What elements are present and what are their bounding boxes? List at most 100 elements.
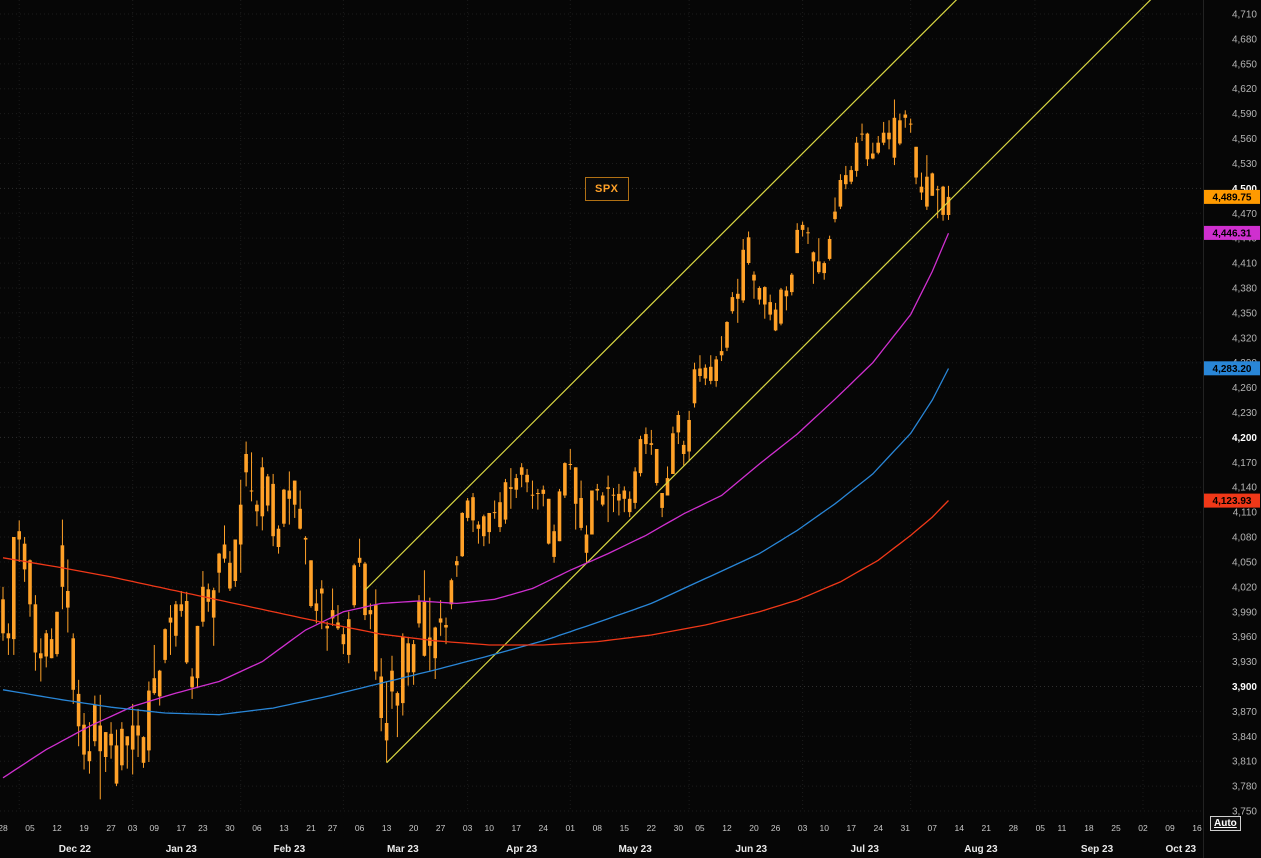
price-tick-label: 3,990 <box>1232 607 1257 618</box>
price-tick-label: 4,500 <box>1232 184 1257 195</box>
candle-body <box>303 537 308 540</box>
candle-body <box>271 483 275 537</box>
candle-body <box>557 491 562 542</box>
candle-body <box>881 132 886 143</box>
date-tick-label: 27 <box>328 823 338 833</box>
candle-body <box>725 322 729 348</box>
price-tick-label: 3,750 <box>1232 807 1257 818</box>
candle-body <box>12 537 16 640</box>
smavg-200-badge-label: 4,123.93 <box>1213 496 1252 507</box>
channel-lower-trendline[interactable] <box>386 0 1154 764</box>
candle-body <box>649 443 654 445</box>
candle-body <box>60 545 65 587</box>
candle-body <box>120 728 124 766</box>
candle-body <box>806 232 810 234</box>
candle-body <box>930 173 935 196</box>
channel-upper-trendline[interactable] <box>364 0 965 591</box>
candle-body <box>681 444 686 454</box>
candle-body <box>238 504 243 545</box>
price-tick-label: 4,170 <box>1232 458 1257 469</box>
date-tick-label: 13 <box>382 823 392 833</box>
candle-body <box>498 502 502 528</box>
candle-body <box>444 625 448 628</box>
smavg-100-badge-label: 4,283.20 <box>1213 364 1252 375</box>
candle-body <box>800 224 805 230</box>
date-tick-label: 19 <box>79 823 89 833</box>
candle-body <box>109 733 113 746</box>
smavg-100-line[interactable] <box>2 368 950 716</box>
candle-body <box>935 189 940 191</box>
candle-body <box>822 263 826 274</box>
candle-body <box>876 142 880 153</box>
candle-body <box>341 634 346 645</box>
candle-body <box>844 175 848 185</box>
candle-body <box>919 186 924 193</box>
auto-scale-button[interactable]: Auto <box>1210 816 1241 831</box>
candle-body <box>860 133 864 135</box>
date-tick-label: 13 <box>279 823 289 833</box>
candle-body <box>519 467 524 475</box>
candle-body <box>908 123 913 125</box>
smavg-50-line[interactable] <box>2 232 950 779</box>
candle-body <box>714 359 718 381</box>
candle-body <box>871 153 875 159</box>
candle-body <box>206 589 211 602</box>
candle-body <box>406 643 410 673</box>
smavg-50-badge <box>1204 225 1260 240</box>
date-tick-label: 15 <box>620 823 630 833</box>
candle-body <box>573 467 578 504</box>
candle-body <box>622 490 627 499</box>
date-tick-label: 07 <box>928 823 938 833</box>
candle-body <box>433 627 437 659</box>
candle-body <box>114 745 119 784</box>
date-tick-label: 06 <box>355 823 365 833</box>
candle-body <box>93 704 97 742</box>
month-label: Mar 23 <box>387 844 419 855</box>
candle-body <box>568 464 573 465</box>
candle-body <box>595 488 600 491</box>
candle-body <box>633 471 637 503</box>
price-tick-label: 4,320 <box>1232 333 1257 344</box>
price-tick-label: 4,530 <box>1232 159 1257 170</box>
price-tick-label: 3,780 <box>1232 782 1257 793</box>
candle-body <box>233 539 238 581</box>
price-tick-label: 4,620 <box>1232 84 1257 95</box>
candle-body <box>552 531 556 557</box>
last-price-badge <box>1204 189 1260 204</box>
smavg-200-line[interactable] <box>2 500 949 646</box>
candle-body <box>465 500 470 518</box>
price-tick-label: 3,930 <box>1232 657 1257 668</box>
candle-body <box>509 487 513 489</box>
candle-body <box>163 629 167 660</box>
candle-body <box>71 638 75 690</box>
candle-body <box>82 724 86 755</box>
smavg-50-badge-label: 4,446.31 <box>1213 228 1252 239</box>
month-label: Dec 22 <box>59 844 92 855</box>
candle-body <box>309 560 313 606</box>
month-label: Sep 23 <box>1081 844 1114 855</box>
price-tick-label: 4,230 <box>1232 408 1257 419</box>
candle-body <box>827 239 832 259</box>
price-tick-label: 4,560 <box>1232 134 1257 145</box>
month-label: Jun 23 <box>735 844 767 855</box>
candle-body <box>903 114 908 118</box>
price-tick-label: 3,900 <box>1232 682 1257 693</box>
price-tick-label: 3,960 <box>1232 632 1257 643</box>
security-label[interactable]: SPX <box>585 177 629 201</box>
candle-body <box>941 186 945 215</box>
candle-body <box>28 560 32 605</box>
candle-body <box>865 133 870 160</box>
candle-body <box>503 482 508 520</box>
price-tick-label: 4,380 <box>1232 283 1257 294</box>
candle-body <box>287 490 292 499</box>
candle-body <box>579 498 583 528</box>
candle-body <box>136 725 140 736</box>
candle-body <box>563 463 567 496</box>
candle-body <box>854 142 859 171</box>
candle-body <box>779 289 783 324</box>
candle-body <box>255 504 259 512</box>
date-tick-label: 17 <box>512 823 522 833</box>
candle-body <box>784 290 789 297</box>
